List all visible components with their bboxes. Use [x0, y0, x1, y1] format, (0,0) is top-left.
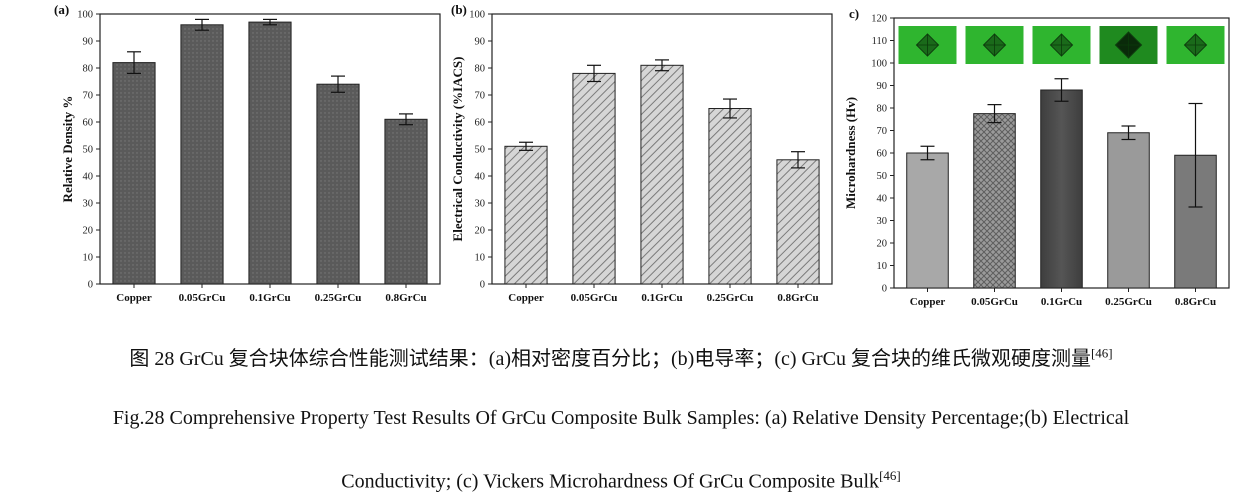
y-tick-label: 80 [877, 104, 888, 115]
y-tick-label: 30 [475, 199, 486, 210]
y-tick-label: 70 [877, 126, 888, 137]
bar [640, 64, 684, 285]
caption-chinese: 图 28 GrCu 复合块体综合性能测试结果：(a)相对密度百分比；(b)电导率… [0, 342, 1242, 371]
y-axis-label: Relative Density % [60, 96, 75, 203]
indentation-diagonal [1115, 32, 1142, 58]
y-tick-label: 50 [475, 145, 486, 156]
bar [906, 152, 949, 289]
y-tick-label: 20 [475, 226, 486, 237]
x-tick-label: 0.8GrCu [1175, 296, 1216, 308]
y-tick-label: 20 [877, 239, 888, 250]
y-tick-label: 50 [83, 145, 94, 156]
bar [504, 145, 548, 285]
y-tick-label: 100 [469, 10, 485, 21]
x-tick-label: Copper [116, 292, 152, 304]
indentation-diagonal [1184, 34, 1207, 56]
caption-english-ref: [46] [879, 468, 901, 483]
y-tick-label: 120 [871, 14, 887, 25]
panel-label: (a) [54, 2, 69, 17]
y-tick-label: 10 [475, 253, 486, 264]
y-tick-label: 110 [872, 36, 887, 47]
caption-english-line1: Fig.28 Comprehensive Property Test Resul… [112, 407, 1130, 429]
y-tick-label: 90 [877, 81, 888, 92]
x-tick-label: 0.8GrCu [385, 292, 426, 304]
y-tick-label: 10 [877, 261, 888, 272]
y-tick-label: 80 [83, 64, 94, 75]
panel-label: (b) [451, 2, 467, 17]
x-tick-label: Copper [910, 296, 946, 308]
x-tick-label: 0.05GrCu [179, 292, 226, 304]
y-tick-label: 100 [871, 59, 887, 70]
x-tick-label: 0.8GrCu [777, 292, 818, 304]
indentation-diagonal [916, 34, 939, 56]
y-tick-label: 0 [480, 280, 485, 291]
y-tick-label: 30 [877, 216, 888, 227]
y-axis-label: Microhardness (Hv) [843, 97, 858, 209]
y-tick-label: 0 [882, 284, 887, 295]
x-tick-label: 0.1GrCu [1041, 296, 1082, 308]
y-tick-label: 20 [83, 226, 94, 237]
chart-panel-b: 0 10 20 30 40 50 60 70 80 90 100 Electrical Conduct… [450, 2, 833, 304]
x-tick-label: 0.25GrCu [315, 292, 362, 304]
bar [708, 108, 752, 285]
caption-english-text: Conductivity; (c) Vickers Microhardness … [341, 470, 880, 493]
x-tick-label: 0.1GrCu [641, 292, 682, 304]
x-tick-label: 0.05GrCu [571, 292, 618, 304]
y-tick-label: 70 [475, 91, 486, 102]
y-tick-label: 50 [877, 171, 888, 182]
x-tick-label: 0.25GrCu [1105, 296, 1152, 308]
indentation-diagonal [1050, 34, 1073, 56]
y-tick-label: 70 [83, 91, 94, 102]
y-tick-label: 40 [475, 172, 486, 183]
bar [112, 62, 156, 285]
y-tick-label: 60 [877, 149, 888, 160]
caption-chinese-ref: [46] [1090, 345, 1113, 361]
caption-chinese-text: 图 28 GrCu 复合块体综合性能测试结果：(a)相对密度百分比；(b)电导率… [129, 348, 1091, 370]
chart-panel-c: 0 10 20 30 40 50 60 70 80 90 100 110 120 Microhardnes… [843, 6, 1230, 308]
x-tick-label: Copper [508, 292, 544, 304]
y-tick-label: 60 [475, 118, 486, 129]
bar [316, 83, 360, 285]
y-tick-label: 10 [83, 253, 94, 264]
bar [572, 72, 616, 285]
bar [384, 118, 428, 285]
y-tick-label: 80 [475, 64, 486, 75]
y-tick-label: 40 [83, 172, 94, 183]
x-tick-label: 0.25GrCu [707, 292, 754, 304]
y-axis-label: Electrical Conductivity (%IACS) [450, 57, 465, 242]
panel-label: c) [849, 6, 859, 21]
y-tick-label: 100 [77, 10, 93, 21]
y-tick-label: 30 [83, 199, 94, 210]
bar [1040, 89, 1083, 289]
caption-english-line2: Conductivity; (c) Vickers Microhardness … [0, 468, 1242, 494]
x-tick-label: 0.05GrCu [971, 296, 1018, 308]
bar [1107, 132, 1150, 289]
bar [973, 113, 1016, 289]
chart-panel-a: 0 10 20 30 40 50 60 70 80 90 100 Relative Density %… [54, 2, 441, 304]
bar [180, 24, 224, 285]
indentation-diagonal [983, 34, 1006, 56]
x-tick-label: 0.1GrCu [249, 292, 290, 304]
bar [776, 159, 820, 285]
bar [248, 21, 292, 285]
y-tick-label: 90 [475, 37, 486, 48]
y-tick-label: 0 [88, 280, 93, 291]
y-tick-label: 60 [83, 118, 94, 129]
y-tick-label: 40 [877, 194, 888, 205]
y-tick-label: 90 [83, 37, 94, 48]
